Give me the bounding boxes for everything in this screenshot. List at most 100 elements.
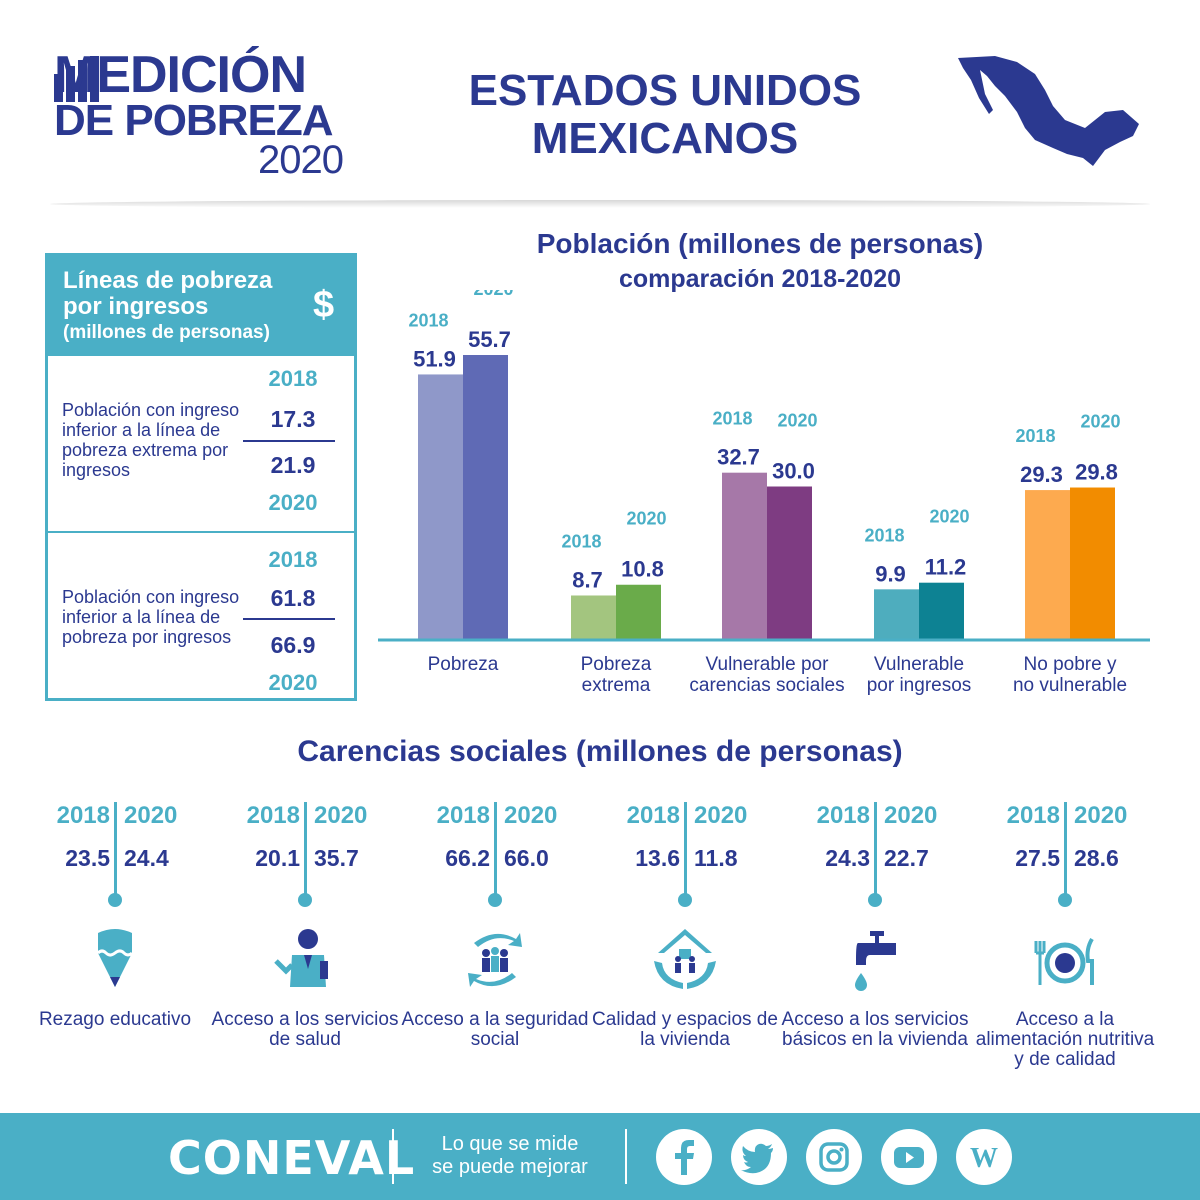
carencia-value-2020: 22.7 [884, 845, 929, 871]
coneval-logo: CONEVAL [168, 1131, 416, 1185]
carencia-label: Calidad y espacios de la vivienda [592, 1009, 778, 1050]
bar-value-label: 55.7 [468, 327, 511, 352]
country-name-line1: ESTADOS UNIDOS [468, 66, 862, 115]
carencia-year-2020: 2020 [504, 802, 558, 829]
category-label: Vulnerable [874, 654, 964, 675]
bar-year-label: 2018 [864, 525, 904, 545]
facebook-icon[interactable] [656, 1129, 712, 1185]
carencia-item-rezago-educativo: 2018 2020 23.5 24.4 Rezago educativo [20, 800, 210, 1100]
category-label: Pobreza [581, 654, 652, 675]
carencia-value-2020: 35.7 [314, 845, 359, 871]
category-label: No pobre y [1024, 654, 1117, 675]
poverty-row-value-2020: 66.9 [270, 632, 316, 658]
bar-year-label: 2018 [561, 531, 601, 551]
population-bar-chart: 51.9 2018 55.7 2020 Pobreza 8.7 2018 10.8 2020 Po… [378, 290, 1150, 696]
chart-title: Población (millones de personas) [536, 228, 984, 259]
footer-divider [625, 1129, 627, 1184]
poverty-lines-header: Líneas de pobreza por ingresos (millones… [48, 256, 354, 356]
footer: CONEVAL Lo que se mide se puede mejorar … [0, 1113, 1200, 1200]
carencia-year-2020: 2020 [1074, 802, 1128, 829]
category-label: por ingresos [867, 675, 972, 696]
slogan-line1: Lo que se mide [441, 1133, 579, 1155]
bar-year-label: 2020 [626, 509, 666, 529]
carencia-year-2018: 2018 [436, 802, 490, 829]
dollar-icon: $ [313, 284, 335, 326]
carencia-value-2018: 27.5 [1015, 845, 1060, 871]
bar-2020 [463, 355, 508, 640]
footer-slogan: Lo que se mide se puede mejorar [410, 1133, 610, 1179]
carencia-year-2018: 2018 [1006, 802, 1060, 829]
social-security-icon [468, 933, 522, 987]
carencia-label: Acceso a los servicios básicos en la viv… [781, 1009, 969, 1050]
header-divider [50, 200, 1150, 208]
bar-year-label: 2020 [1080, 412, 1120, 432]
bar-2018 [418, 374, 463, 640]
bar-value-label: 29.8 [1075, 460, 1118, 485]
carencia-value-2018: 13.6 [635, 845, 680, 871]
poverty-row-description: Población con ingreso inferior a la líne… [62, 400, 240, 480]
bar-2020 [767, 486, 812, 640]
mexico-map-icon [958, 56, 1139, 166]
carencia-year-2018: 2018 [816, 802, 870, 829]
wordpress-icon[interactable]: W [956, 1129, 1012, 1185]
carencia-dot [108, 893, 122, 907]
bar-2018 [722, 472, 767, 640]
carencia-year-2020: 2020 [884, 802, 938, 829]
carencia-year-2018: 2018 [626, 802, 680, 829]
carencia-label: Acceso a los servicios de salud [211, 1009, 399, 1050]
carencia-value-2020: 66.0 [504, 845, 549, 871]
logo-year: 2020 [258, 138, 344, 182]
poverty-row-description: Población con ingreso inferior a la líne… [62, 587, 240, 647]
carencia-value-2020: 28.6 [1074, 845, 1119, 871]
category-label: carencias sociales [689, 675, 844, 696]
bar-year-label: 2018 [1015, 426, 1055, 446]
carencia-value-2018: 23.5 [65, 845, 110, 871]
chart-subtitle: comparación 2018-2020 [618, 265, 902, 293]
instagram-icon[interactable] [806, 1129, 862, 1185]
bar-value-label: 8.7 [572, 567, 603, 592]
category-label: extrema [582, 675, 651, 696]
carencia-dot [678, 893, 692, 907]
category-label: Vulnerable por [706, 654, 830, 675]
slogan-line2: se puede mejorar [432, 1156, 588, 1178]
bar-value-label: 30.0 [772, 458, 815, 483]
bar-year-label: 2018 [408, 310, 448, 330]
category-label: Pobreza [428, 654, 499, 675]
bar-2020 [1070, 487, 1115, 640]
bar-value-label: 10.8 [621, 557, 664, 582]
twitter-icon[interactable] [731, 1129, 787, 1185]
carencia-divider [494, 802, 497, 897]
carencia-value-2020: 24.4 [124, 845, 169, 871]
poverty-row-divider [243, 618, 335, 620]
carencia-dot [1058, 893, 1072, 907]
carencia-item-servicios-basicos: 2018 2020 24.3 22.7 Acceso a los servici… [780, 800, 970, 1100]
bar-year-label: 2020 [929, 507, 969, 527]
carencia-divider [114, 802, 117, 897]
house-hands-icon [654, 929, 716, 989]
carencia-item-seguridad-social: 2018 2020 66.2 66.0 Acceso a la segurida… [400, 800, 590, 1100]
poverty-row-value-2018: 61.8 [270, 585, 316, 611]
carencia-item-alimentacion: 2018 2020 27.5 28.6 Acceso a la alimenta… [970, 800, 1160, 1100]
youtube-icon[interactable] [881, 1129, 937, 1185]
carencias-title: Carencias sociales (millones de personas… [297, 735, 903, 768]
poverty-rows-separator [48, 531, 354, 533]
bar-value-label: 32.7 [717, 445, 760, 470]
carencia-label: Acceso a la seguridad social [401, 1009, 589, 1050]
bar-2020 [616, 584, 661, 640]
logo-bars-icon [54, 56, 99, 102]
category-label: no vulnerable [1013, 675, 1127, 696]
logo-title-line2: DE POBREZA [54, 96, 333, 145]
bar-value-label: 51.9 [413, 346, 456, 371]
carencia-value-2020: 11.8 [694, 845, 738, 871]
bar-year-label: 2018 [712, 409, 752, 429]
carencia-divider [1064, 802, 1067, 897]
carencia-divider [874, 802, 877, 897]
bar-year-label: 2020 [473, 290, 513, 299]
plate-cutlery-icon [1034, 937, 1094, 985]
bar-2018 [1025, 490, 1070, 640]
poverty-lines-title: Líneas de pobreza por ingresos [63, 267, 273, 320]
faucet-icon [855, 931, 896, 991]
carencia-item-calidad-vivienda: 2018 2020 13.6 11.8 Calidad y espacios d… [590, 800, 780, 1100]
carencia-label: Acceso a la alimentación nutritiva y de … [975, 1009, 1155, 1070]
bar-year-label: 2020 [777, 410, 817, 430]
